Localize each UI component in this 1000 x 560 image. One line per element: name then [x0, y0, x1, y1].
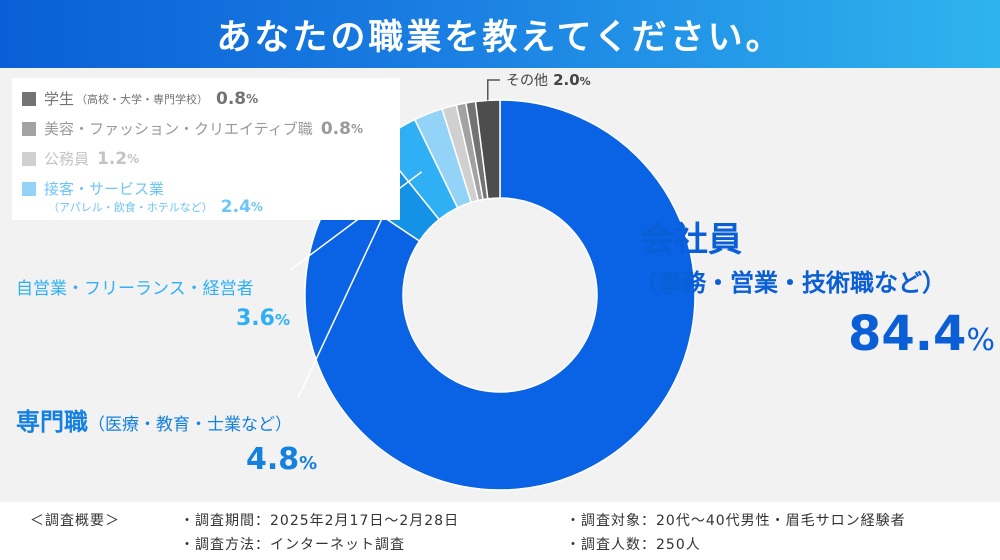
- other-value: 2.0: [553, 71, 580, 89]
- legend-swatch: [22, 91, 36, 106]
- company-employee-label: 会社員: [640, 220, 742, 260]
- legend-swatch: [22, 151, 36, 166]
- company-employee-unit: %: [966, 323, 995, 358]
- legend: 学生 （高校・大学・専門学校） 0.8% 美容・ファッション・クリエイティブ職 …: [12, 78, 400, 220]
- legend-swatch: [22, 121, 36, 136]
- legend-item-service-detail: （アパレル・飲食・ホテルなど） 2.4%: [48, 197, 263, 217]
- slice-company-employee: [304, 99, 696, 491]
- legend-unit: %: [350, 121, 363, 136]
- callout-professional: 専門職（医療・教育・士業など）: [16, 402, 292, 437]
- self-employed-value: 3.6: [236, 306, 275, 331]
- survey-period: ・調査期間：2025年2月17日～2月28日: [180, 513, 460, 529]
- other-label: その他: [506, 73, 548, 89]
- callout-self-employed-value: 3.6%: [236, 306, 290, 331]
- legend-label: 美容・ファッション・クリエイティブ職: [44, 120, 313, 138]
- self-employed-label: 自営業・フリーランス・経営者: [16, 279, 254, 299]
- page-title: あなたの職業を教えてください。: [216, 17, 784, 58]
- other-unit: %: [579, 75, 591, 88]
- legend-sublabel: （高校・大学・専門学校）: [76, 92, 209, 106]
- legend-sublabel: （アパレル・飲食・ホテルなど）: [48, 201, 213, 214]
- legend-label: 接客・サービス業: [44, 180, 165, 198]
- professional-label: 専門職: [16, 408, 88, 436]
- legend-value: 2.4: [220, 197, 251, 217]
- other-leader-line: [487, 79, 500, 101]
- legend-label: 学生: [44, 90, 75, 108]
- slice-other: [474, 99, 501, 200]
- legend-item-civil-servant: 公務員 1.2%: [22, 148, 139, 169]
- professional-leader-line: [297, 196, 394, 399]
- callout-company-employee: 会社員 （事務・営業・技術職など）: [634, 212, 946, 298]
- self-employed-unit: %: [274, 311, 291, 329]
- legend-value: 1.2: [97, 148, 128, 169]
- legend-value: 0.8: [320, 118, 351, 139]
- legend-label: 公務員: [44, 150, 90, 168]
- callout-self-employed: 自営業・フリーランス・経営者: [16, 274, 254, 299]
- legend-item-beauty: 美容・ファッション・クリエイティブ職 0.8%: [22, 118, 363, 139]
- header-banner: あなたの職業を教えてください。: [0, 0, 1000, 68]
- company-employee-value: 84.4: [848, 306, 967, 362]
- survey-summary-heading: ＜調査概要＞: [30, 513, 120, 529]
- legend-unit: %: [246, 91, 259, 106]
- survey-summary: ＜調査概要＞ ・調査期間：2025年2月17日～2月28日 ・調査対象：20代～…: [0, 502, 1000, 560]
- legend-swatch: [22, 181, 36, 196]
- legend-value: 0.8: [216, 88, 247, 109]
- callout-professional-value: 4.8%: [246, 442, 317, 477]
- legend-item-student: 学生 （高校・大学・専門学校） 0.8%: [22, 88, 258, 109]
- survey-target: ・調査対象：20代～40代男性・眉毛サロン経験者: [566, 513, 906, 529]
- survey-count: ・調査人数：250人: [566, 537, 701, 553]
- professional-sublabel: （医療・教育・士業など）: [88, 415, 292, 435]
- legend-unit: %: [250, 200, 263, 214]
- survey-method: ・調査方法：インターネット調査: [180, 537, 405, 553]
- professional-unit: %: [299, 453, 318, 474]
- callout-other: その他 2.0%: [506, 70, 591, 90]
- professional-value: 4.8: [246, 442, 300, 477]
- callout-company-employee-value: 84.4%: [848, 306, 995, 362]
- legend-item-service: 接客・サービス業: [22, 178, 164, 199]
- company-employee-sublabel: （事務・営業・技術職など）: [634, 269, 946, 297]
- legend-unit: %: [127, 151, 140, 166]
